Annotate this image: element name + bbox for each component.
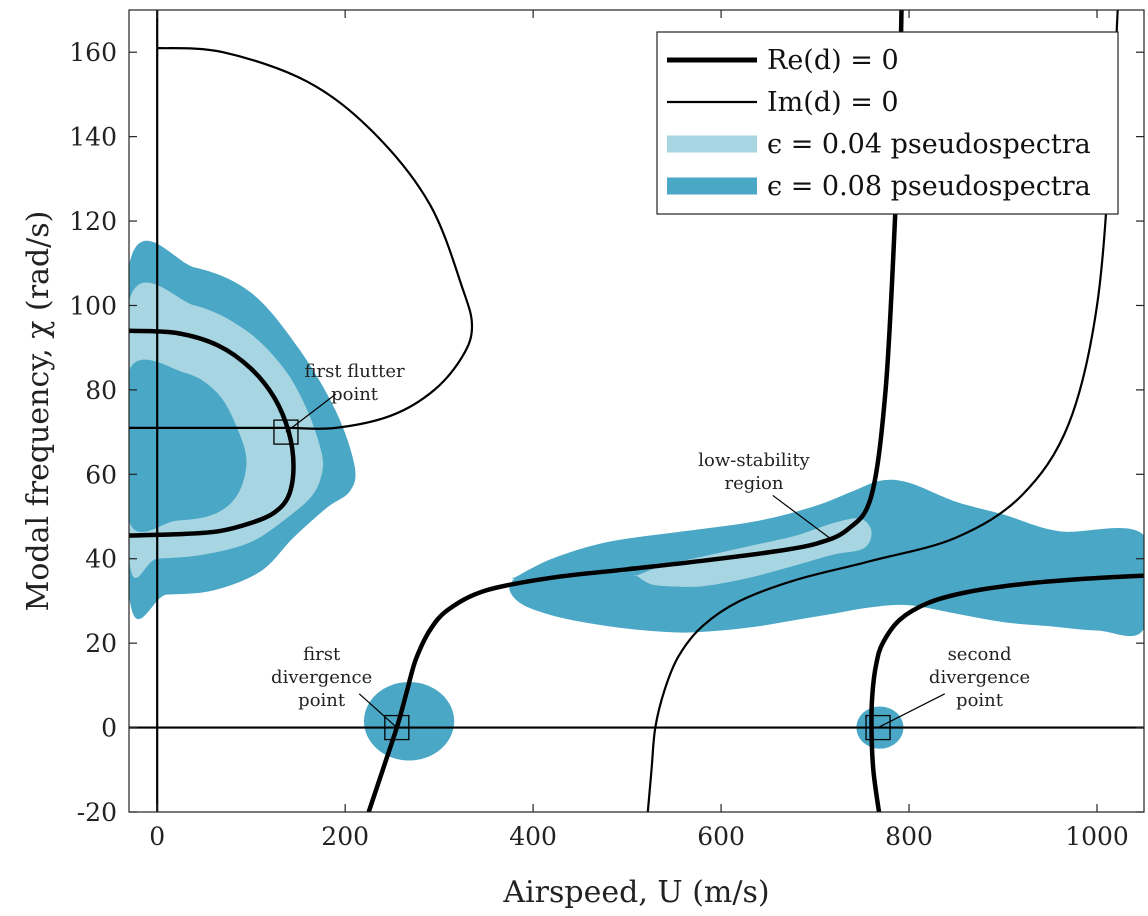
y-axis-title: Modal frequency, χ (rad/s) [21, 211, 56, 612]
y-tick-label: 120 [69, 207, 117, 236]
legend-label-2: ϵ = 0.04 pseudospectra [767, 129, 1091, 160]
pseudospectra-regions [129, 240, 1144, 761]
marker-square-0 [273, 419, 299, 445]
marker-square-1 [384, 714, 410, 741]
legend-label-3: ϵ = 0.08 pseudospectra [767, 171, 1091, 202]
y-tick-label: 80 [85, 376, 117, 405]
legend-label-1: Im(d) = 0 [767, 87, 899, 118]
annotation-leader-2 [877, 693, 946, 729]
y-tick-label: -20 [77, 798, 117, 827]
marker-square-2 [865, 714, 891, 741]
y-tick-label: 100 [69, 291, 117, 320]
im-d-zero-curve-5 [129, 46, 474, 430]
annotation-line: point [298, 690, 346, 711]
annotation-leader-3 [772, 494, 830, 539]
markers [273, 419, 891, 741]
annotation-leader-0 [285, 393, 337, 433]
pseudospectra-region-eps-0-08 [509, 479, 1144, 637]
x-tick-label: 0 [149, 822, 165, 851]
annotation-line: second [948, 644, 1012, 665]
legend: Re(d) = 0 Im(d) = 0 ϵ = 0.04 pseudospectra… [656, 31, 1119, 215]
annotation-line: divergence [929, 667, 1030, 688]
annotation-line: low-stability [698, 450, 810, 471]
pseudospectra-region-eps-0-08 [129, 359, 247, 533]
plot-frame [128, 9, 1145, 813]
x-tick-label: 600 [697, 822, 745, 851]
x-tick-label: 400 [509, 822, 557, 851]
x-tick-label: 1000 [1065, 822, 1129, 851]
y-tick-label: 140 [69, 123, 117, 152]
y-tick-label: 60 [85, 460, 117, 489]
annotation-line: point [331, 384, 379, 405]
annotation-line: first [303, 644, 341, 665]
x-axis-title: Airspeed, U (m/s) [502, 875, 769, 910]
annotation-label-1: first divergence point [271, 644, 372, 711]
x-tick-label: 200 [321, 822, 369, 851]
legend-label-0: Re(d) = 0 [767, 45, 899, 76]
annotation-line: point [956, 690, 1004, 711]
y-tick-label: 40 [85, 545, 117, 574]
annotation-label-0: first flutter point [304, 361, 405, 405]
y-tick-label: 20 [85, 629, 117, 658]
re-d-zero-curve-0 [129, 328, 296, 538]
im-d-zero-curve-6 [646, 10, 1119, 812]
annotation-label-2: second divergence point [929, 644, 1030, 711]
re-d-zero-curve-1 [366, 10, 904, 812]
annotation-line: region [724, 473, 783, 494]
x-tick-label: 800 [885, 822, 933, 851]
re-d-zero-curve-2 [869, 573, 1144, 812]
annotation-line: first flutter [304, 361, 405, 382]
y-tick-label: 0 [101, 714, 117, 743]
annotation-line: divergence [271, 667, 372, 688]
annotation-label-3: low-stability region [698, 450, 810, 494]
curves [129, 10, 1144, 812]
axes-ticks: 0 200 400 600 800 1000 -20 0 20 40 60 80 100 120 140 16… [69, 10, 1144, 851]
y-tick-label: 160 [69, 38, 117, 67]
annotation-leader-1 [358, 693, 398, 729]
